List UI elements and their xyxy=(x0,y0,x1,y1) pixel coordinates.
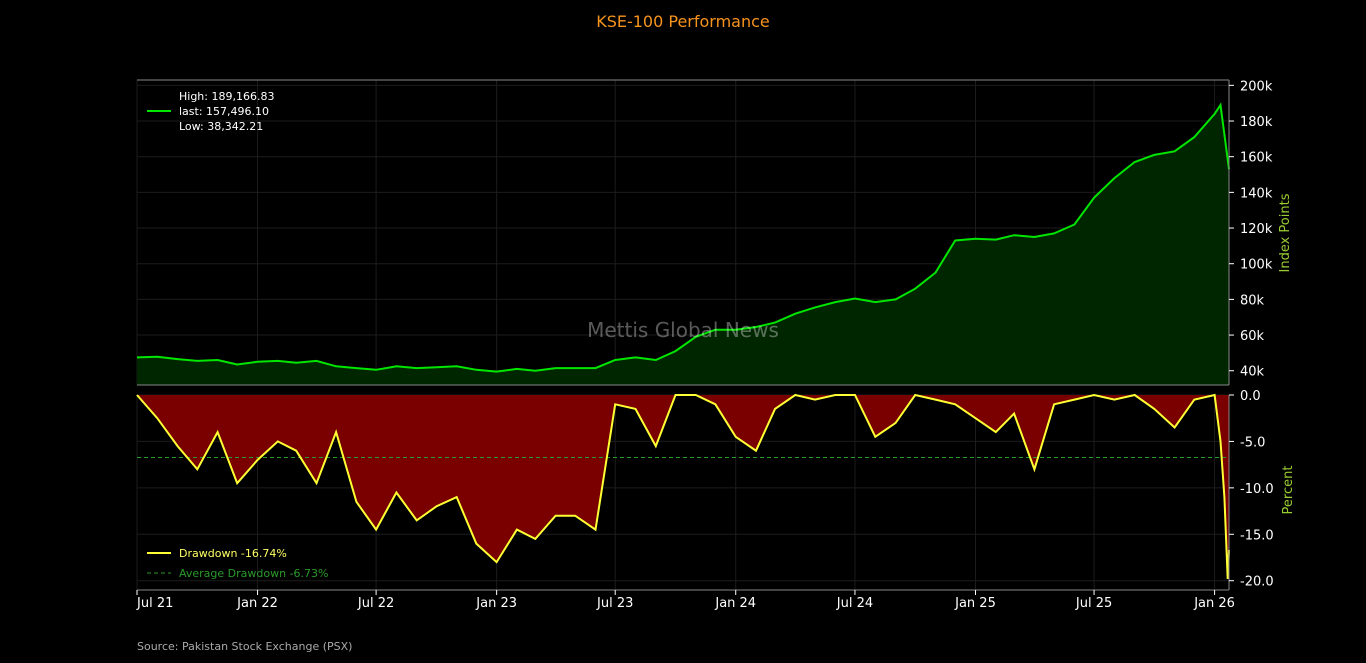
x-tick-label: Jul 21 xyxy=(136,596,173,611)
index-axis-title: Index Points xyxy=(1278,193,1293,272)
x-tick-label: Jan 26 xyxy=(1193,596,1235,611)
bottom-spines xyxy=(137,395,1230,591)
x-tick-label: Jul 23 xyxy=(596,596,633,611)
top-y-tick-label: 140k xyxy=(1240,186,1273,201)
top-y-tick-label: 160k xyxy=(1240,151,1273,166)
chart-title: KSE-100 Performance xyxy=(596,12,770,31)
bottom-y-ticks: 0.0 -5.0 -10.0 -15.0 -20.0 xyxy=(1229,389,1274,590)
top-y-tick-label: 180k xyxy=(1240,115,1273,130)
top-y-tick-label: 80k xyxy=(1240,293,1265,308)
x-tick-label: Jul 25 xyxy=(1075,596,1112,611)
index-line xyxy=(136,102,1230,373)
bottom-legend: Drawdown -16.74% Average Drawdown -6.73% xyxy=(147,547,329,580)
top-legend: High: 189,166.83 last: 157,496.10 Low: 3… xyxy=(147,90,274,133)
bottom-y-tick-label: -20.0 xyxy=(1240,575,1274,590)
bottom-y-tick-label: -15.0 xyxy=(1240,528,1274,543)
x-ticks: Jul 21 Jan 22 Jul 22 Jan 23 Jul 23 Jan 24 Jul … xyxy=(136,590,1235,611)
source-note: Source: Pakistan Stock Exchange (PSX) xyxy=(137,640,352,653)
x-tick-label: Jul 24 xyxy=(836,596,873,611)
bottom-y-tick-label: -10.0 xyxy=(1240,482,1274,497)
x-tick-label: Jan 23 xyxy=(475,596,517,611)
index-area-fill xyxy=(137,105,1229,385)
legend-drawdown: Drawdown -16.74% xyxy=(179,547,287,560)
x-tick-label: Jan 24 xyxy=(714,596,756,611)
drawdown-line xyxy=(136,393,1230,579)
top-y-tick-label: 200k xyxy=(1240,79,1273,94)
legend-low: Low: 38,342.21 xyxy=(179,120,263,133)
drawdown-area-fill xyxy=(137,395,1229,579)
top-spines xyxy=(137,79,1230,386)
legend-high: High: 189,166.83 xyxy=(179,90,274,103)
bottom-y-tick-label: -5.0 xyxy=(1240,435,1265,450)
bottom-y-tick-label: 0.0 xyxy=(1240,389,1261,404)
top-y-tick-label: 120k xyxy=(1240,222,1273,237)
x-tick-label: Jul 22 xyxy=(357,596,394,611)
legend-last: last: 157,496.10 xyxy=(179,105,269,118)
x-tick-label: Jan 22 xyxy=(236,596,278,611)
x-tick-label: Jan 25 xyxy=(954,596,996,611)
legend-average: Average Drawdown -6.73% xyxy=(179,567,329,580)
percent-axis-title: Percent xyxy=(1281,466,1296,515)
top-panel: 40k 60k 80k 100k 120k 140k 160k 180k 200k Index … xyxy=(136,79,1293,386)
top-y-ticks: 40k 60k 80k 100k 120k 140k 160k 180k 200k xyxy=(1229,79,1273,380)
top-y-tick-label: 40k xyxy=(1240,365,1265,380)
watermark: Mettis Global News xyxy=(587,318,779,342)
bottom-panel: 0.0-5.0-10.0-15.0-20.0 Jul 21 Jan 22 Jul 2… xyxy=(136,389,1296,611)
top-y-tick-label: 100k xyxy=(1240,258,1273,273)
top-y-tick-label: 60k xyxy=(1240,329,1265,344)
